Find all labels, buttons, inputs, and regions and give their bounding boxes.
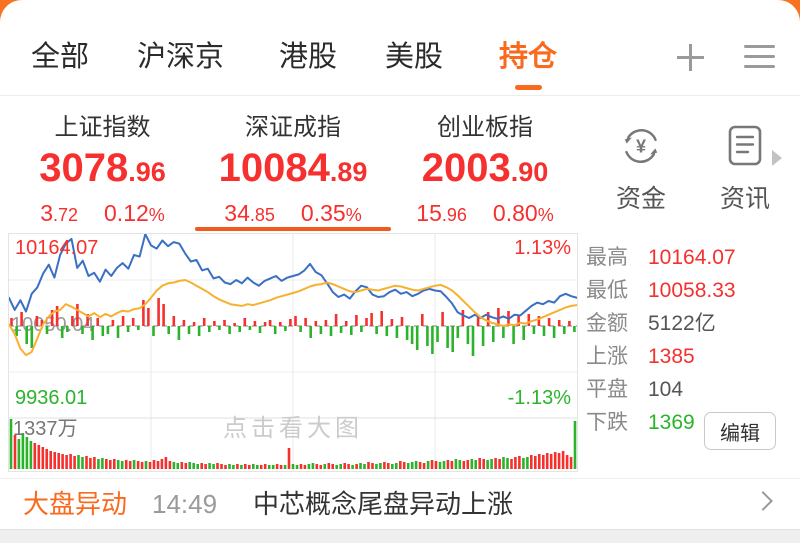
- plus-icon[interactable]: [677, 44, 704, 71]
- tab-hk[interactable]: 港股: [279, 41, 338, 73]
- active-tab-underline: [515, 85, 542, 90]
- chart-canvas: [9, 234, 577, 471]
- funds-label: 资金: [615, 185, 666, 213]
- intraday-chart[interactable]: 10050.04 10164.07 1.13% 9936.01 -1.13% 1…: [8, 233, 578, 472]
- tab-bar: 全部 沪深京 港股 美股 持仓: [0, 0, 800, 96]
- index-name: 上证指数: [54, 114, 151, 141]
- stat-decliners: 下跌 1369: [586, 411, 695, 434]
- news-button[interactable]: 资讯: [707, 124, 783, 215]
- index-card-chinext[interactable]: 创业板指 2003.90 15.96 0.80%: [400, 108, 570, 227]
- index-card-shenzhen[interactable]: 深证成指 10084.89 34.85 0.35%: [195, 108, 391, 227]
- chart-high-label: 10164.07: [15, 237, 99, 259]
- news-ticker[interactable]: 大盘异动 14:49 中芯概念尾盘异动上涨: [0, 478, 800, 529]
- bottom-strip: [0, 529, 800, 543]
- chart-low-label: 9936.01: [15, 387, 88, 409]
- index-change: 34.85 0.35%: [224, 200, 362, 226]
- index-value: 2003.90: [421, 146, 549, 190]
- side-panel-arrow-icon[interactable]: [772, 150, 782, 166]
- index-name: 创业板指: [437, 114, 533, 141]
- tab-all[interactable]: 全部: [31, 41, 90, 73]
- chart-pct-down-label: -1.13%: [507, 387, 571, 409]
- stats-panel: 最高 10164.07 最低 10058.33 金额 5122亿 上涨 1385 平盘 1…: [586, 247, 792, 445]
- stat-high: 最高 10164.07: [586, 246, 736, 269]
- index-card-shanghai[interactable]: 上证指数 3078.96 3.72 0.12%: [20, 108, 185, 227]
- index-change: 3.72 0.12%: [40, 200, 165, 226]
- volume-max-label: 1337万: [13, 418, 78, 440]
- tab-holdings[interactable]: 持仓: [499, 41, 558, 73]
- chart-pct-up-label: 1.13%: [514, 237, 571, 259]
- enlarge-chart-watermark: 点击看大图: [223, 415, 363, 442]
- news-tag: 大盘异动: [23, 489, 128, 519]
- selected-index-underline: [195, 227, 391, 231]
- stat-low: 最低 10058.33: [586, 279, 736, 302]
- edit-button[interactable]: 编辑: [704, 412, 776, 450]
- stat-advancers: 上涨 1385: [586, 345, 695, 368]
- yuan-refresh-icon: ¥: [624, 129, 658, 163]
- stat-unchanged: 平盘 104: [586, 378, 684, 401]
- stat-turnover: 金额 5122亿: [586, 312, 716, 335]
- svg-text:¥: ¥: [636, 137, 646, 157]
- index-value: 3078.96: [39, 146, 166, 190]
- news-time: 14:49: [152, 489, 218, 519]
- index-name: 深证成指: [245, 114, 341, 141]
- news-doc-icon: [728, 125, 762, 166]
- news-label: 资讯: [719, 185, 770, 213]
- news-headline: 中芯概念尾盘异动上涨: [253, 489, 514, 519]
- tab-us[interactable]: 美股: [385, 41, 444, 73]
- tab-hsj[interactable]: 沪深京: [137, 41, 225, 73]
- funds-button[interactable]: ¥ 资金: [603, 124, 679, 215]
- index-change: 15.96 0.80%: [416, 200, 554, 226]
- main-card: 全部 沪深京 港股 美股 持仓 上证指数 3078.96 3.72 0.12% 深…: [0, 0, 800, 529]
- index-value: 10084.89: [218, 146, 368, 190]
- menu-icon[interactable]: [744, 45, 775, 69]
